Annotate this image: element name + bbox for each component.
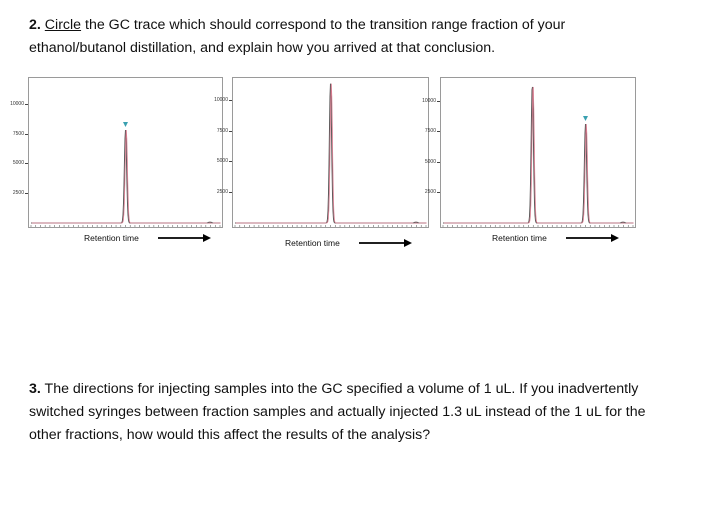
y-tick-label: 5000	[424, 158, 436, 165]
trace-plot-area	[442, 86, 634, 227]
trace-minor-bump	[206, 221, 214, 224]
y-tick-label: 5000	[216, 158, 228, 165]
y-tick-mark	[437, 100, 440, 102]
peak-marker-icon	[583, 116, 588, 121]
right-arrow-icon	[158, 234, 211, 242]
gc-trace-3	[440, 77, 636, 228]
question-2-text: the GC trace which should correspond to …	[29, 17, 566, 56]
trace-minor-bump	[619, 221, 627, 224]
y-tick-mark	[229, 99, 232, 101]
y-tick-mark	[437, 192, 440, 194]
y-tick-mark	[25, 163, 28, 165]
question-3-number: 3.	[29, 381, 41, 397]
x-axis-label: Retention time	[285, 238, 340, 248]
peak-marker-icon	[123, 122, 128, 128]
y-tick-label: 10000	[422, 97, 436, 104]
y-tick-label: 10000	[10, 100, 24, 107]
y-tick-label: 2500	[216, 189, 228, 196]
right-arrow-icon	[566, 234, 619, 242]
trace-line-dark	[443, 86, 633, 224]
x-axis-label: Retention time	[84, 233, 139, 243]
y-tick-mark	[229, 192, 232, 194]
question-3: 3. The directions for injecting samples …	[29, 378, 669, 447]
y-tick-mark	[25, 133, 28, 135]
gc-trace-1	[28, 77, 223, 228]
right-arrow-icon	[359, 239, 412, 247]
question-2-circle-word: Circle	[44, 17, 82, 33]
y-tick-mark	[229, 161, 232, 163]
y-tick-label: 5000	[12, 160, 24, 167]
y-tick-mark	[437, 161, 440, 163]
y-tick-label: 2500	[12, 190, 24, 197]
y-tick-mark	[25, 193, 28, 195]
y-tick-label: 2500	[424, 189, 436, 196]
y-tick-mark	[437, 131, 440, 133]
x-axis-label: Retention time	[492, 233, 547, 243]
y-tick-label: 7500	[216, 127, 228, 134]
trace-plot-area	[234, 83, 427, 227]
y-tick-label: 7500	[12, 130, 24, 137]
question-3-text: The directions for injecting samples int…	[29, 381, 646, 443]
question-2: 2. Circle the GC trace which should corr…	[29, 14, 649, 60]
trace-plot-area	[30, 122, 221, 227]
y-tick-label: 7500	[424, 128, 436, 135]
trace-line-pink	[31, 129, 221, 224]
y-tick-label: 10000	[214, 96, 228, 103]
trace-line-pink	[443, 86, 634, 224]
y-tick-mark	[25, 103, 28, 105]
trace-minor-bump	[412, 221, 420, 224]
trace-line-pink	[235, 83, 427, 224]
question-2-number: 2.	[29, 17, 41, 33]
y-tick-mark	[229, 130, 232, 132]
gc-trace-2	[232, 77, 429, 228]
